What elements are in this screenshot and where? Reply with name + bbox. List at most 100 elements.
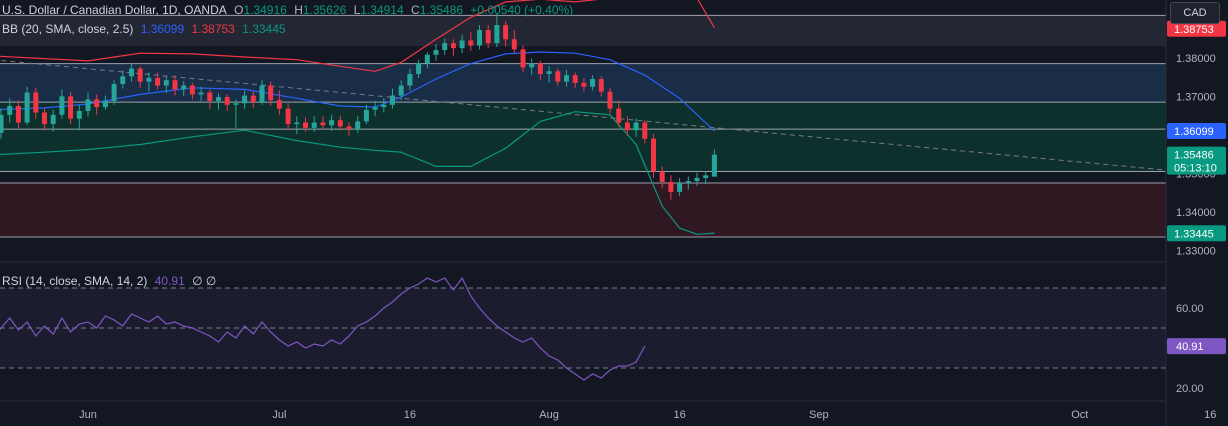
bb-upper-value: 1.38753 [191, 22, 235, 36]
candle-44 [468, 31, 474, 51]
candle-body [572, 75, 578, 83]
candle--9 [7, 98, 13, 123]
candle-body [555, 71, 561, 82]
candle-body [703, 175, 709, 179]
change-value: +0.00540 (+0.40%) [470, 3, 574, 17]
candle-body [303, 122, 308, 128]
candle-body [564, 75, 569, 82]
rsi-tag-bg [1167, 338, 1226, 355]
candle-64 [642, 120, 648, 144]
candle-body [7, 105, 13, 115]
candle-16 [224, 94, 230, 111]
candle-8 [155, 72, 161, 90]
candle-body [381, 104, 387, 108]
time-axis[interactable]: JunJul16Aug16SepOct16NovDec [0, 400, 1228, 421]
candle-body [172, 80, 178, 90]
price-tag-bg [1167, 20, 1226, 37]
candle-65 [651, 134, 656, 179]
candle-18 [242, 90, 248, 109]
candle-body [189, 85, 195, 95]
candle-15 [216, 93, 221, 110]
candle-21 [268, 81, 274, 106]
candle-body [642, 122, 648, 139]
candle-12 [189, 82, 195, 100]
candle-37 [407, 68, 413, 91]
candle-body [329, 120, 335, 126]
low-value: 1.34914 [360, 3, 404, 17]
candle-40 [433, 44, 439, 61]
rsi-tick-label: 20.00 [1176, 383, 1204, 395]
candle--2 [68, 91, 74, 125]
candle-47 [494, 13, 500, 48]
candle-body [163, 80, 169, 86]
price-tag-countdown: 05:13:10 [1174, 163, 1217, 175]
currency-button[interactable]: CAD [1170, 2, 1220, 24]
candle-68 [677, 178, 683, 196]
candle-body [207, 92, 213, 101]
rsi-tag-text: 40.91 [1176, 341, 1204, 353]
candle-body [503, 25, 509, 40]
candle-2 [102, 95, 108, 110]
candle-body [546, 71, 552, 74]
time-tick-label: Aug [539, 409, 559, 421]
rsi-legend[interactable]: RSI (14, close, SMA, 14, 2) 40.91 ∅ ∅ [2, 274, 220, 288]
bb-legend-name: BB (20, SMA, close, 2.5) [2, 22, 134, 36]
candle-61 [616, 100, 622, 128]
candle-54 [555, 68, 561, 86]
symbol-header[interactable]: U.S. Dollar / Canadian Dollar, 1D, OANDA… [2, 3, 577, 17]
candle-29 [337, 115, 343, 131]
bb-legend[interactable]: BB (20, SMA, close, 2.5) 1.36099 1.38753… [2, 22, 290, 36]
candle-body [694, 178, 700, 182]
candle-body [276, 100, 282, 109]
candle-body [68, 96, 74, 119]
candle-body [659, 171, 665, 182]
candle--1 [76, 104, 82, 131]
candle-body [685, 181, 691, 184]
high-value: 1.35626 [302, 3, 347, 17]
candle-body [468, 40, 474, 46]
zone-0 [0, 15, 1166, 47]
candle-13 [198, 86, 204, 101]
candle-body [216, 97, 221, 101]
price-tag-text: 1.36099 [1174, 126, 1214, 138]
candle-17 [233, 99, 239, 128]
candle-body [24, 92, 30, 123]
candle-body [677, 183, 683, 192]
candle-body [294, 122, 300, 125]
candle-body [320, 122, 326, 126]
candle-50 [520, 45, 526, 73]
candle-60 [607, 87, 613, 114]
candle-48 [503, 21, 509, 47]
candle-body [581, 82, 587, 87]
open-value: 1.34916 [243, 3, 287, 17]
candle--3 [59, 89, 65, 119]
candle-7 [146, 72, 152, 92]
candle-body [407, 73, 413, 86]
candle-body [511, 39, 517, 50]
candle-body [259, 85, 265, 103]
candle-body [668, 181, 674, 192]
high-label: H [294, 3, 303, 17]
candle-body [398, 85, 404, 96]
candle-body [137, 68, 143, 82]
time-tick-label: Oct [1071, 409, 1088, 421]
bb-lower-line [0, 111, 715, 235]
price-tag-bg [1167, 146, 1226, 175]
candle-body [146, 77, 152, 82]
candle--5 [42, 108, 47, 131]
bb-lower-value: 1.33445 [242, 22, 286, 36]
candle-body [76, 110, 82, 119]
candle-body [598, 78, 604, 92]
candle-57 [581, 77, 587, 92]
close-value: 1.35486 [419, 3, 464, 17]
candle-body [529, 63, 535, 68]
rsi-value-tag: 40.91 [1167, 338, 1226, 355]
price-axis[interactable]: 1.330001.340001.350001.360001.370001.380… [1165, 0, 1228, 426]
price-tag-text: 1.38753 [1174, 24, 1214, 36]
candle-59 [598, 76, 604, 97]
candle-25 [303, 117, 308, 132]
price-tick-label: 1.34000 [1176, 207, 1216, 219]
candle-body [450, 43, 456, 49]
candlesticks [0, 13, 717, 200]
